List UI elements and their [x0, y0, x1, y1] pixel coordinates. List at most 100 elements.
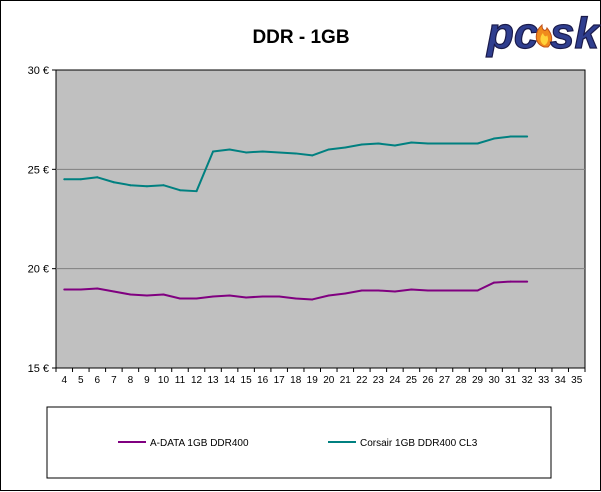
data-point — [344, 146, 347, 149]
x-tick-label: 7 — [111, 375, 117, 386]
pcesk-logo: pc sk — [485, 8, 601, 58]
data-point — [162, 184, 165, 187]
data-point — [228, 294, 231, 297]
x-tick-label: 21 — [340, 375, 352, 386]
data-point — [311, 298, 314, 301]
data-point — [460, 142, 463, 145]
grid-lines — [56, 168, 585, 270]
x-tick-label: 6 — [95, 375, 101, 386]
legend-entries: A-DATA 1GB DDR400 Corsair 1GB DDR400 CL3 — [118, 438, 478, 449]
data-point — [228, 148, 231, 151]
data-point — [476, 142, 479, 145]
logo-lettering-end: sk — [550, 9, 601, 58]
data-point — [294, 297, 297, 300]
x-tick-label: 9 — [144, 375, 150, 386]
x-tick-label: 4 — [61, 375, 67, 386]
x-tick-label: 10 — [158, 375, 170, 386]
data-point — [344, 292, 347, 295]
x-tick-label: 24 — [389, 375, 401, 386]
plot-area — [55, 69, 586, 369]
x-tick-label: 14 — [224, 375, 236, 386]
data-point — [145, 294, 148, 297]
x-tick-label: 34 — [555, 375, 567, 386]
data-point — [426, 289, 429, 292]
data-point — [493, 137, 496, 140]
x-tick-label: 18 — [290, 375, 302, 386]
data-point — [410, 288, 413, 291]
data-point — [426, 142, 429, 145]
data-point — [96, 176, 99, 179]
x-tick-label: 30 — [489, 375, 501, 386]
x-tick-label: 8 — [128, 375, 134, 386]
data-point — [360, 289, 363, 292]
x-tick-label: 17 — [274, 375, 286, 386]
data-point — [278, 295, 281, 298]
data-point — [393, 290, 396, 293]
data-point — [327, 294, 330, 297]
data-point — [212, 295, 215, 298]
series-lines — [63, 135, 529, 301]
x-tick-label: 19 — [307, 375, 319, 386]
data-point — [162, 293, 165, 296]
logo-lettering: pc — [486, 9, 538, 58]
data-point — [178, 297, 181, 300]
data-point — [261, 295, 264, 298]
data-point — [79, 178, 82, 181]
legend-label: Corsair 1GB DDR400 CL3 — [360, 438, 478, 449]
data-point — [410, 141, 413, 144]
x-tick-label: 31 — [505, 375, 517, 386]
legend-label: A-DATA 1GB DDR400 — [150, 438, 249, 449]
data-point — [112, 181, 115, 184]
data-point — [393, 144, 396, 147]
data-point — [278, 151, 281, 154]
x-tick-label: 26 — [422, 375, 434, 386]
x-tick-label: 23 — [373, 375, 385, 386]
y-axis: 15 € 20 € 25 € 30 € — [28, 65, 56, 375]
chart-title: DDR - 1GB — [252, 27, 349, 48]
flame-icon — [535, 23, 553, 48]
x-tick-label: 15 — [241, 375, 253, 386]
data-point — [509, 135, 512, 138]
x-tick-label: 13 — [207, 375, 219, 386]
data-point — [145, 185, 148, 188]
data-point — [112, 290, 115, 293]
data-point — [129, 293, 132, 296]
data-point — [327, 148, 330, 151]
x-tick-label: 12 — [191, 375, 203, 386]
y-tick-label: 25 € — [28, 164, 49, 176]
y-tick-label: 20 € — [28, 264, 49, 276]
x-tick-label: 16 — [257, 375, 269, 386]
x-axis: 4 5 6 7 8 9 10 11 12 13 14 15 16 17 18 19 20 21 22 23 24 25 26… — [55, 368, 586, 386]
data-point — [195, 297, 198, 300]
data-point — [96, 287, 99, 290]
data-point — [460, 289, 463, 292]
x-tick-label: 28 — [455, 375, 467, 386]
data-point — [178, 189, 181, 192]
data-point — [63, 178, 66, 181]
y-tick-label: 15 € — [28, 363, 49, 375]
x-tick-label: 20 — [323, 375, 335, 386]
data-point — [212, 150, 215, 153]
data-point — [245, 151, 248, 154]
x-tick-label: 32 — [522, 375, 534, 386]
data-point — [129, 184, 132, 187]
data-point — [245, 296, 248, 299]
data-point — [493, 281, 496, 284]
x-tick-label: 25 — [406, 375, 418, 386]
x-tick-label: 22 — [356, 375, 368, 386]
x-tick-label: 27 — [439, 375, 451, 386]
data-point — [526, 280, 529, 283]
x-tick-label: 33 — [538, 375, 550, 386]
data-point — [476, 289, 479, 292]
x-tick-label: 11 — [175, 375, 186, 386]
x-tick-label: 35 — [571, 375, 583, 386]
x-tick-label: 5 — [78, 375, 84, 386]
data-point — [526, 135, 529, 138]
data-point — [377, 289, 380, 292]
data-point — [443, 142, 446, 145]
y-tick-label: 30 € — [28, 65, 49, 77]
data-point — [195, 190, 198, 193]
data-point — [261, 150, 264, 153]
